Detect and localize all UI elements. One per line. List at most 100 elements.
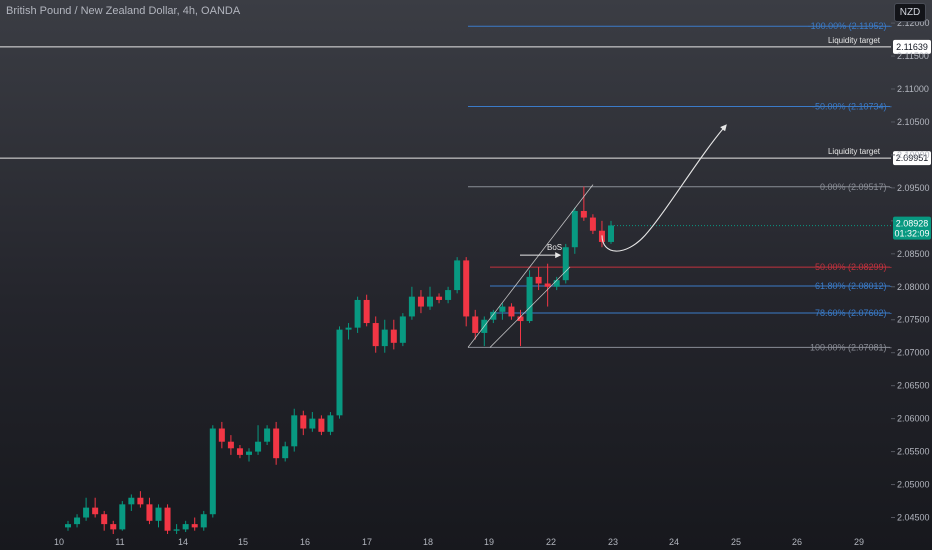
candle[interactable] xyxy=(309,412,316,432)
candle[interactable] xyxy=(264,425,271,445)
candle[interactable] xyxy=(517,309,524,347)
candle[interactable] xyxy=(246,448,252,462)
candle[interactable] xyxy=(580,186,587,221)
candle[interactable] xyxy=(463,257,470,327)
candle[interactable] xyxy=(499,303,506,320)
candle[interactable] xyxy=(571,207,578,254)
candle-body xyxy=(399,316,406,343)
y-axis-tick-label: 2.07500 xyxy=(897,315,930,325)
candle[interactable] xyxy=(173,524,180,534)
fib-level-label: -100.00% (2.11952) - xyxy=(808,21,892,31)
candle[interactable] xyxy=(227,435,234,455)
trend-line-bottom xyxy=(489,266,571,348)
candle-body xyxy=(236,448,243,455)
candle[interactable] xyxy=(110,520,117,534)
candle-body xyxy=(83,507,90,518)
currency-selector[interactable]: NZD xyxy=(894,3,926,22)
chart-title: British Pound / New Zealand Dollar, 4h, … xyxy=(6,5,241,17)
candle[interactable] xyxy=(282,441,289,462)
last-price-text: 2.08928 xyxy=(896,219,929,229)
candle[interactable] xyxy=(472,309,479,340)
x-axis-tick-label: 15 xyxy=(238,537,248,547)
candle[interactable] xyxy=(119,501,126,531)
candle[interactable] xyxy=(164,504,171,534)
bos-label: BoS xyxy=(547,243,562,252)
candle[interactable] xyxy=(390,319,397,350)
candle[interactable] xyxy=(255,425,262,455)
candle[interactable] xyxy=(236,445,243,459)
candle[interactable] xyxy=(74,514,81,528)
candle-body xyxy=(227,441,234,449)
candle[interactable] xyxy=(155,504,162,528)
candle[interactable] xyxy=(291,408,298,452)
price-badge-text: 2.09951 xyxy=(896,153,929,163)
x-axis-tick-label: 17 xyxy=(362,537,372,547)
candle-body xyxy=(273,428,280,459)
candle[interactable] xyxy=(92,497,99,518)
candle-body xyxy=(101,514,108,525)
candle-body xyxy=(372,323,379,347)
candle[interactable] xyxy=(218,421,225,449)
candle[interactable] xyxy=(436,293,443,304)
candle[interactable] xyxy=(318,415,325,436)
y-axis-tick-label: 2.06000 xyxy=(897,414,930,424)
candle-body xyxy=(417,296,424,307)
candle[interactable] xyxy=(345,323,352,340)
candle[interactable] xyxy=(399,313,406,347)
y-axis-tick-label: 2.05500 xyxy=(897,447,930,457)
candle-body xyxy=(553,280,560,287)
candle[interactable] xyxy=(589,214,596,235)
candle-body xyxy=(508,306,515,317)
candle-body xyxy=(255,441,262,452)
candle[interactable] xyxy=(191,517,198,531)
candle[interactable] xyxy=(363,294,370,327)
y-axis-tick-label: 2.09500 xyxy=(897,183,930,193)
candle[interactable] xyxy=(327,412,334,436)
candle[interactable] xyxy=(137,491,144,508)
price-badge xyxy=(893,39,931,54)
candle-body xyxy=(119,504,126,530)
price-badge-text: 2.11639 xyxy=(896,42,928,52)
candle[interactable] xyxy=(408,286,415,320)
candle[interactable] xyxy=(273,421,280,465)
candle-body xyxy=(92,507,99,515)
candle[interactable] xyxy=(128,494,135,511)
candle[interactable] xyxy=(354,296,361,333)
liquidity-label: Liquidity target xyxy=(828,36,881,45)
y-axis-tick-label: 2.08000 xyxy=(897,282,930,292)
fib-level-label: 61.80% (2.08012) - xyxy=(815,281,892,291)
candle-body xyxy=(580,210,587,218)
last-price-badge xyxy=(893,216,931,240)
candle[interactable] xyxy=(562,243,569,284)
candle[interactable] xyxy=(300,410,307,436)
candle[interactable] xyxy=(209,425,216,518)
candle[interactable] xyxy=(200,510,207,531)
candle[interactable] xyxy=(544,263,551,307)
fib-level-label: -50.00% (2.10734) - xyxy=(812,102,892,112)
candle[interactable] xyxy=(427,286,433,310)
candle[interactable] xyxy=(83,497,90,521)
candle[interactable] xyxy=(372,316,379,353)
candle[interactable] xyxy=(381,319,388,353)
candle[interactable] xyxy=(490,309,497,324)
candle[interactable] xyxy=(445,286,452,304)
candle[interactable] xyxy=(608,220,614,244)
candle[interactable] xyxy=(454,257,461,294)
candle[interactable] xyxy=(417,290,424,314)
candle[interactable] xyxy=(508,303,515,320)
axes: 2.11639 2.09951 2.04500 2.05000 2.05500 2.060… xyxy=(54,18,931,547)
candle-body xyxy=(436,296,443,300)
candle[interactable] xyxy=(535,267,542,291)
candle[interactable] xyxy=(101,510,108,531)
candle-body xyxy=(155,507,162,521)
candle[interactable] xyxy=(146,497,153,525)
candle[interactable] xyxy=(526,270,533,324)
candle-body xyxy=(264,428,271,442)
fib-level-label: 0.00% (2.09517) - xyxy=(820,182,892,192)
candle[interactable] xyxy=(182,520,189,533)
candle-body xyxy=(499,306,506,312)
candle[interactable] xyxy=(336,326,343,419)
candle[interactable] xyxy=(553,276,560,291)
candle[interactable] xyxy=(65,520,71,531)
